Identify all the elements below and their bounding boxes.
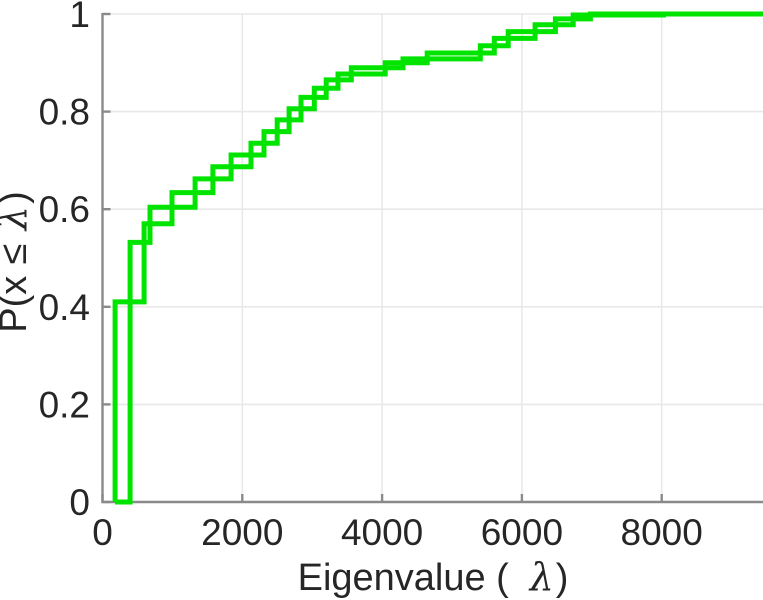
y-axis-label: P(x ≤ λ) (0, 191, 35, 333)
x-axis-label-close: ) (556, 557, 569, 599)
y-tick-label: 0.6 (39, 189, 90, 230)
lambda-symbol: λ (528, 555, 554, 599)
y-tick-label: 0 (69, 482, 90, 523)
x-axis-label: Eigenvalue ( λ) (298, 555, 569, 599)
y-axis-label-close: ) (0, 191, 35, 204)
grid-layer (102, 13, 763, 502)
x-tick-label: 4000 (341, 512, 423, 553)
cdf-step-curve-pre (112, 11, 763, 502)
cdf-step-curve-post (115, 11, 763, 505)
x-axis-label-text: Eigenvalue ( (298, 557, 510, 599)
y-axis-label-text: P(x (0, 276, 35, 333)
y-tick-label: 0.2 (39, 384, 90, 425)
lambda-symbol: λ (0, 206, 35, 232)
y-tick-label: 1 (69, 0, 90, 35)
x-tick-label: 8000 (621, 512, 703, 553)
leq-symbol: ≤ (0, 244, 35, 265)
axis-layer: 0 2000 4000 6000 8000 0 0.2 0.4 0.6 0.8 1 (39, 0, 763, 553)
y-tick-label: 0.4 (39, 287, 90, 328)
curve-layer (112, 11, 763, 505)
x-tick-label: 6000 (481, 512, 563, 553)
x-tick-label: 2000 (201, 512, 283, 553)
y-tick-label: 0.8 (39, 92, 90, 133)
x-tick-label: 0 (92, 512, 113, 553)
